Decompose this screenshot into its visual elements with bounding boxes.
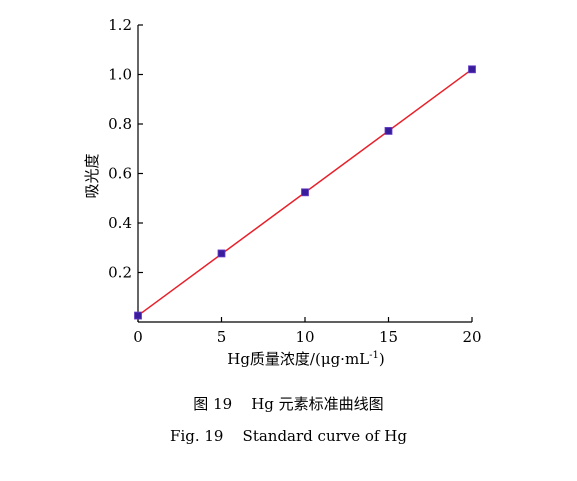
x-axis-title-main: Hg质量浓度/(μg·mL <box>227 350 369 368</box>
data-point <box>217 249 226 258</box>
chart-series <box>134 65 476 320</box>
y-axis-title: 吸光度 <box>83 153 101 198</box>
figure-caption-english: Fig. 19 Standard curve of Hg <box>170 427 407 445</box>
x-axis-title-close: ) <box>379 350 385 368</box>
x-tick-label: 10 <box>295 328 314 346</box>
x-tick-label: 20 <box>462 328 481 346</box>
y-tick-label: 1.0 <box>108 66 132 84</box>
y-tick-label: 0.6 <box>108 165 132 183</box>
y-tick-label: 1.2 <box>108 16 132 34</box>
x-tick-label: 0 <box>133 328 143 346</box>
data-point <box>134 311 142 320</box>
x-tick-label: 15 <box>379 328 398 346</box>
data-point <box>384 127 393 135</box>
chart-labels: 吸光度 Hg质量浓度/(μg·mL-1) <box>83 153 385 368</box>
y-tick-label: 0.4 <box>108 214 132 232</box>
figure-caption-chinese: 图 19 Hg 元素标准曲线图 <box>193 395 384 413</box>
chart-axes: 0.2 0.4 0.6 0.8 1.0 1.2 0 5 10 15 20 <box>108 16 481 346</box>
data-point <box>301 188 309 197</box>
data-point <box>468 65 476 74</box>
x-tick-label: 5 <box>217 328 227 346</box>
y-tick-label: 0.8 <box>108 115 132 133</box>
x-axis-title: Hg质量浓度/(μg·mL-1) <box>227 350 385 368</box>
x-axis-title-superscript: -1 <box>369 350 379 361</box>
y-tick-label: 0.2 <box>108 264 132 282</box>
